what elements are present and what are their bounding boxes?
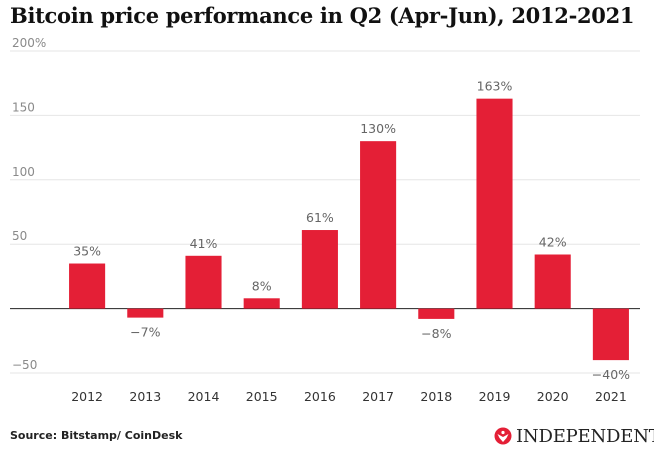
data-labels: 35% −7% 41% 8% 61% 130% −8% 163% 42% −40% [73, 79, 630, 382]
data-label: 8% [252, 278, 272, 293]
y-tick-label: 100 [12, 165, 35, 179]
y-axis-ticks: −50 50 100 150 200% [12, 36, 46, 372]
x-tick-label: 2013 [129, 389, 161, 404]
data-label: 35% [73, 244, 101, 259]
data-label: 42% [539, 235, 567, 250]
x-tick-label: 2020 [537, 389, 569, 404]
x-tick-label: 2015 [246, 389, 278, 404]
bar-2019 [476, 98, 513, 309]
bar-2013 [127, 308, 164, 318]
bar-2021 [592, 308, 629, 361]
data-label: 41% [190, 236, 218, 251]
brand-name: INDEPENDENT [516, 425, 654, 447]
x-axis-ticks: 2012 2013 2014 2015 2016 2017 2018 2019 2020 2021 [71, 389, 627, 404]
bars [69, 98, 629, 361]
bar-chart: 35%−7%41%8%61%130%−8%163%42%−40% 2012 201… [10, 36, 640, 404]
bar-2017 [360, 141, 397, 309]
x-tick-label: 2014 [188, 389, 220, 404]
x-tick-label: 2019 [479, 389, 511, 404]
x-tick-label: 2012 [71, 389, 103, 404]
independent-eagle-icon [494, 427, 512, 445]
x-tick-label: 2016 [304, 389, 336, 404]
bar-2012 [69, 263, 106, 309]
source-note: Source: Bitstamp/ CoinDesk [10, 429, 183, 442]
data-label: −8% [421, 326, 451, 341]
y-tick-label: −50 [12, 358, 37, 372]
bar-2016 [301, 230, 338, 309]
data-label: −40% [592, 367, 630, 382]
bar-2015 [243, 298, 280, 309]
x-tick-label: 2021 [595, 389, 627, 404]
chart-title: Bitcoin price performance in Q2 (Apr-Jun… [10, 3, 635, 28]
x-tick-label: 2018 [420, 389, 452, 404]
data-label: −7% [130, 325, 160, 340]
data-label: 130% [360, 121, 396, 136]
y-tick-label: 200% [12, 36, 46, 50]
data-label: 61% [306, 210, 334, 225]
data-label: 163% [477, 79, 513, 94]
y-tick-label: 50 [12, 229, 27, 243]
brand-logo: INDEPENDENT [494, 424, 654, 448]
bar-2018 [418, 308, 455, 319]
bar-2020 [534, 254, 571, 309]
y-tick-label: 150 [12, 100, 35, 114]
x-tick-label: 2017 [362, 389, 394, 404]
bar-2014 [185, 255, 222, 309]
